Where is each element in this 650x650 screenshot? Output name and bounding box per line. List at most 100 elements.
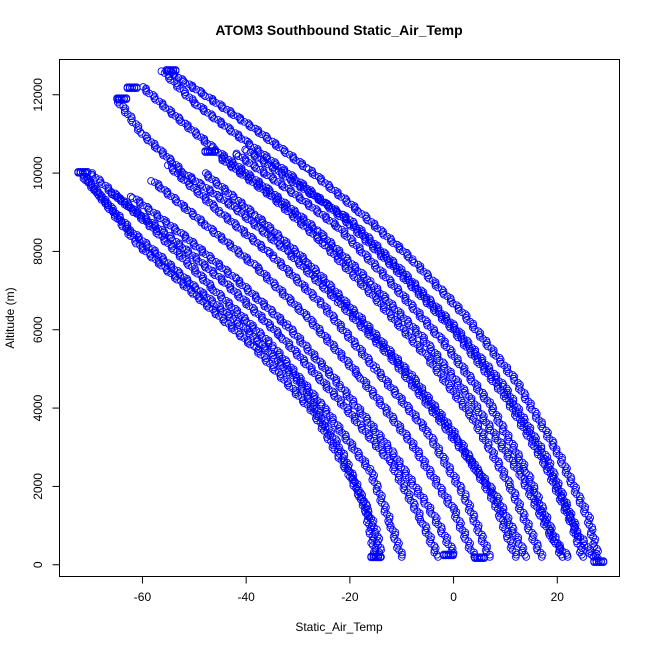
- data-point: [152, 229, 161, 237]
- data-point: [434, 448, 443, 457]
- y-tick-label: 12000: [31, 78, 45, 112]
- data-point: [371, 530, 379, 538]
- data-point: [162, 220, 171, 229]
- data-point: [441, 423, 449, 432]
- data-point: [208, 266, 217, 275]
- data-point: [259, 245, 268, 254]
- data-point: [96, 190, 104, 198]
- data-point: [304, 346, 312, 355]
- data-point: [210, 229, 218, 238]
- data-point: [357, 248, 366, 257]
- data-point: [348, 444, 356, 452]
- data-point: [417, 286, 426, 295]
- data-point: [344, 470, 353, 479]
- data-point: [397, 265, 406, 274]
- data-point: [464, 506, 473, 514]
- data-point: [480, 553, 489, 562]
- data-point: [124, 230, 132, 238]
- data-point: [383, 443, 391, 452]
- data-point: [118, 222, 127, 231]
- data-point: [373, 298, 382, 306]
- data-point: [312, 205, 321, 213]
- data-point: [398, 548, 406, 557]
- data-point: [541, 451, 550, 459]
- data-point: [230, 326, 239, 335]
- data-point: [341, 434, 350, 443]
- data-point: [453, 437, 462, 446]
- data-point: [387, 237, 395, 246]
- data-point: [539, 520, 548, 529]
- data-point: [478, 432, 487, 441]
- data-point: [414, 330, 423, 338]
- data-point: [355, 317, 364, 326]
- data-point: [243, 215, 252, 223]
- data-point: [270, 236, 278, 245]
- data-point: [343, 232, 352, 241]
- data-point: [436, 408, 444, 417]
- data-point: [548, 535, 557, 544]
- data-point: [168, 236, 177, 245]
- data-point: [256, 149, 265, 158]
- data-point: [366, 280, 375, 289]
- data-point: [256, 268, 265, 277]
- data-point: [393, 359, 401, 367]
- data-point: [388, 303, 397, 312]
- data-point: [346, 221, 354, 230]
- data-point: [395, 289, 404, 298]
- data-point: [161, 104, 170, 112]
- data-point: [262, 131, 270, 140]
- data-point: [455, 360, 463, 369]
- data-point: [492, 379, 500, 387]
- data-point: [449, 550, 457, 559]
- data-point: [448, 502, 456, 510]
- data-point: [154, 183, 163, 191]
- data-point: [407, 283, 416, 292]
- data-point: [317, 177, 326, 186]
- data-point: [273, 178, 282, 186]
- data-point: [522, 553, 531, 561]
- data-point: [482, 340, 491, 349]
- data-point: [413, 487, 422, 496]
- data-point: [248, 174, 256, 183]
- data-point: [472, 406, 481, 415]
- data-point: [366, 465, 375, 473]
- data-point: [379, 254, 388, 262]
- data-point: [371, 428, 380, 436]
- data-point: [359, 273, 368, 282]
- data-point: [442, 538, 450, 546]
- data-point: [303, 287, 312, 295]
- data-point: [283, 203, 292, 212]
- data-point: [279, 263, 287, 272]
- data-point: [254, 129, 263, 137]
- data-point: [215, 193, 223, 202]
- data-point: [466, 375, 475, 384]
- data-point: [363, 418, 372, 427]
- data-point: [363, 216, 372, 225]
- data-point: [252, 164, 261, 173]
- data-point: [312, 355, 321, 364]
- data-point: [473, 424, 482, 433]
- x-tick-label: -60: [134, 590, 152, 604]
- data-point: [366, 435, 375, 443]
- data-point: [328, 387, 337, 396]
- data-point: [291, 156, 300, 165]
- data-point: [465, 392, 474, 401]
- data-point: [419, 497, 428, 506]
- data-point: [233, 207, 242, 216]
- data-point: [364, 384, 373, 393]
- data-point: [332, 435, 340, 444]
- data-point: [443, 498, 451, 506]
- data-point: [477, 535, 486, 543]
- data-point: [474, 468, 482, 477]
- data-point: [486, 553, 494, 561]
- data-point: [368, 476, 377, 484]
- data-point: [411, 328, 420, 337]
- data-point: [407, 479, 416, 488]
- data-point: [175, 113, 183, 122]
- data-point: [390, 385, 399, 394]
- data-point: [81, 167, 90, 176]
- data-point: [365, 529, 374, 538]
- data-point: [509, 444, 518, 452]
- data-point: [329, 311, 337, 320]
- data-point: [493, 499, 502, 507]
